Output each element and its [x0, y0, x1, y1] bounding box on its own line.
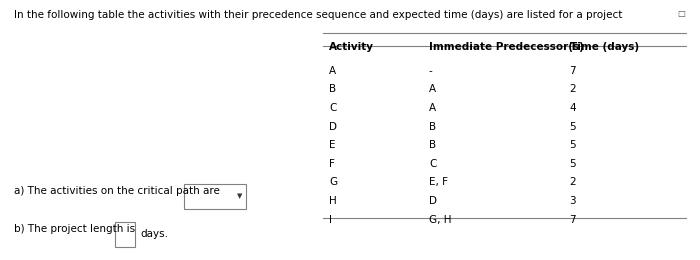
Text: 7: 7 — [570, 66, 576, 76]
Text: 2: 2 — [570, 84, 576, 94]
Text: 4: 4 — [570, 103, 576, 113]
Text: 3: 3 — [570, 196, 576, 206]
Text: D: D — [429, 196, 437, 206]
Text: In the following table the activities with their precedence sequence and expecte: In the following table the activities wi… — [14, 10, 622, 20]
Text: 5: 5 — [570, 122, 576, 132]
Text: C: C — [330, 103, 337, 113]
Text: A: A — [429, 84, 436, 94]
Text: E: E — [330, 140, 336, 150]
Text: I: I — [330, 214, 332, 225]
Text: Activity: Activity — [330, 42, 374, 52]
Text: H: H — [330, 196, 337, 206]
Text: A: A — [330, 66, 337, 76]
Text: Time (days): Time (days) — [570, 42, 638, 52]
Text: ▼: ▼ — [237, 193, 242, 199]
Text: E, F: E, F — [429, 177, 448, 187]
FancyBboxPatch shape — [116, 222, 134, 247]
Text: 2: 2 — [570, 177, 576, 187]
Text: A: A — [429, 103, 436, 113]
Text: -: - — [429, 66, 433, 76]
Text: G: G — [330, 177, 337, 187]
Text: □: □ — [677, 9, 685, 18]
Text: Immediate Predecessor(s): Immediate Predecessor(s) — [429, 42, 584, 52]
Text: F: F — [330, 159, 335, 169]
Text: B: B — [330, 84, 337, 94]
Text: b) The project length is: b) The project length is — [14, 224, 135, 234]
Text: 7: 7 — [570, 214, 576, 225]
Text: 5: 5 — [570, 140, 576, 150]
Text: B: B — [429, 122, 436, 132]
FancyBboxPatch shape — [184, 184, 246, 209]
Text: B: B — [429, 140, 436, 150]
Text: G, H: G, H — [429, 214, 452, 225]
Text: 5: 5 — [570, 159, 576, 169]
Text: a) The activities on the critical path are: a) The activities on the critical path a… — [14, 186, 220, 196]
Text: C: C — [429, 159, 436, 169]
Text: D: D — [330, 122, 337, 132]
Text: days.: days. — [140, 230, 168, 239]
